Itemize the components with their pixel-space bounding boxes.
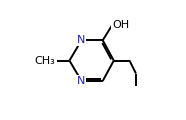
Text: N: N	[77, 35, 86, 45]
Text: N: N	[77, 76, 86, 86]
Text: OH: OH	[112, 21, 129, 30]
Text: CH₃: CH₃	[34, 56, 55, 66]
